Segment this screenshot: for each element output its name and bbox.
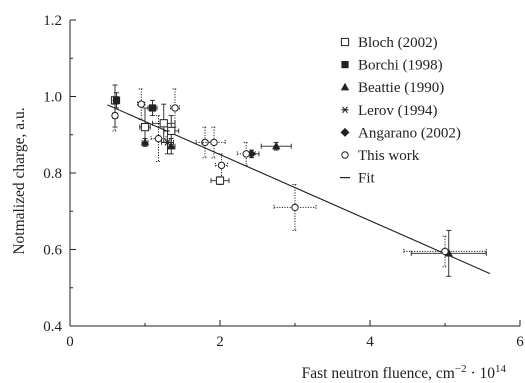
data-point bbox=[236, 141, 256, 166]
data-point bbox=[112, 92, 121, 109]
series-borchi-1998 bbox=[112, 92, 158, 117]
marker-filled-diamond bbox=[247, 149, 256, 159]
marker-open-circle bbox=[111, 111, 119, 120]
legend-label: Bloch (2002) bbox=[358, 35, 438, 51]
legend-entry: Angarano (2002) bbox=[340, 125, 461, 141]
x-axis-title-multiplier: · 10 bbox=[467, 365, 496, 382]
legend-entry: Borchi (1998) bbox=[341, 58, 443, 74]
data-point bbox=[273, 183, 317, 231]
legend-entry: Bloch (2002) bbox=[340, 35, 438, 51]
data-point bbox=[140, 137, 150, 147]
marker-open-circle bbox=[441, 247, 449, 256]
x-tick-label: 2 bbox=[216, 334, 224, 350]
x-axis-title-exponent: −2 bbox=[455, 363, 467, 375]
marker-filled-square bbox=[148, 104, 157, 112]
data-point bbox=[215, 153, 228, 178]
x-axis-ticks: 0 2 4 6 bbox=[66, 320, 524, 350]
data-point bbox=[210, 176, 230, 185]
legend-marker-filled-triangle bbox=[340, 82, 350, 91]
legend-entry: Fit bbox=[340, 171, 376, 187]
data-point bbox=[202, 126, 226, 159]
legend-label: This work bbox=[358, 148, 420, 164]
legend-entry: Beattie (1990) bbox=[340, 80, 444, 96]
legend-entry: This work bbox=[341, 148, 420, 164]
y-axis-title: Notmalized charge, a.u. bbox=[11, 107, 28, 254]
legend-label: Lerov (1994) bbox=[358, 103, 438, 119]
marker-open-circle bbox=[242, 150, 250, 158]
data-point bbox=[170, 88, 180, 128]
marker-open-circle bbox=[154, 134, 163, 143]
marker-open-square bbox=[140, 123, 150, 132]
data-point bbox=[161, 130, 174, 155]
marker-filled-square bbox=[112, 96, 121, 104]
marker-open-circle bbox=[137, 100, 145, 108]
data-point bbox=[150, 115, 167, 163]
data-point bbox=[111, 99, 119, 132]
legend-label: Fit bbox=[358, 171, 376, 187]
axes bbox=[69, 20, 520, 327]
legend-label: Borchi (1998) bbox=[358, 58, 443, 74]
y-tick-label: 0.4 bbox=[43, 319, 62, 335]
series-bloch-2002 bbox=[110, 84, 230, 185]
data-point bbox=[403, 235, 487, 268]
marker-open-square bbox=[215, 176, 225, 185]
y-tick-label: 0.6 bbox=[43, 243, 62, 259]
marker-open-circle bbox=[171, 104, 179, 112]
legend-marker-filled-diamond bbox=[340, 127, 350, 137]
x-axis-title-main: Fast neutron fluence, cm bbox=[302, 365, 455, 382]
data-points-layer bbox=[110, 84, 487, 277]
y-tick-label: 0.8 bbox=[43, 166, 62, 182]
legend-marker-filled-square bbox=[341, 61, 349, 69]
data-point bbox=[410, 229, 487, 277]
marker-open-circle bbox=[217, 161, 226, 170]
y-tick-label: 1.2 bbox=[43, 13, 62, 29]
marker-open-square bbox=[159, 119, 168, 128]
x-tick-label: 4 bbox=[366, 334, 374, 350]
legend-marker-open-square bbox=[340, 37, 350, 47]
marker-filled-triangle bbox=[167, 141, 176, 150]
data-point bbox=[260, 141, 292, 151]
marker-filled-triangle bbox=[140, 137, 150, 146]
x-axis-title: Fast neutron fluence, cm−2 · 1014 bbox=[302, 363, 507, 382]
data-point bbox=[137, 88, 146, 120]
marker-filled-triangle bbox=[272, 141, 281, 150]
y-axis-ticks: 0.4 0.6 0.8 1.0 1.2 bbox=[43, 13, 76, 335]
data-point bbox=[147, 99, 158, 117]
marker-open-circle bbox=[291, 203, 299, 212]
legend-entry: Lerov (1994) bbox=[341, 103, 438, 119]
series-this-work bbox=[111, 88, 487, 268]
y-tick-label: 1.0 bbox=[43, 90, 62, 106]
x-tick-label: 0 bbox=[66, 334, 74, 350]
marker-star bbox=[164, 139, 171, 146]
legend-label: Beattie (1990) bbox=[358, 80, 444, 96]
legend-marker-star bbox=[341, 106, 349, 114]
legend: Bloch (2002) Borchi (1998) Beattie (1990) L… bbox=[340, 35, 461, 187]
marker-open-circle bbox=[210, 138, 218, 147]
legend-label: Angarano (2002) bbox=[358, 125, 461, 141]
x-axis-title-multiplier-exponent: 14 bbox=[495, 363, 507, 375]
x-tick-label: 6 bbox=[516, 334, 524, 350]
legend-marker-open-circle bbox=[341, 151, 349, 159]
